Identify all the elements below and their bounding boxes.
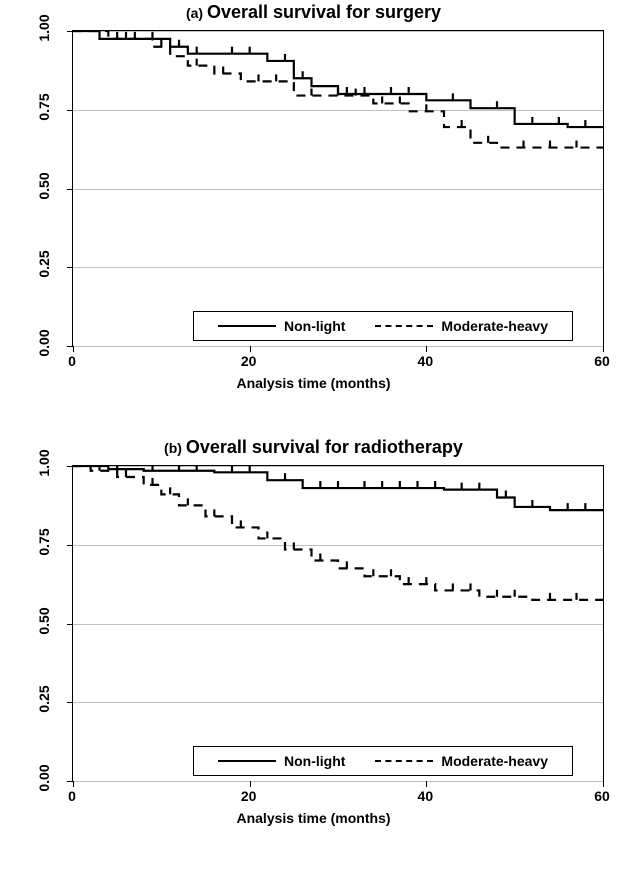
legend-swatch [218, 325, 276, 327]
panel-title-text: Overall survival for surgery [207, 2, 441, 22]
panel-title-prefix: (b) [164, 440, 186, 456]
x-tick [73, 781, 74, 787]
plot-area: Non-light Moderate-heavy [72, 465, 604, 782]
gridline [73, 781, 603, 782]
panel-title: (b) Overall survival for radiotherapy [0, 437, 627, 458]
x-tick [426, 781, 427, 787]
x-tick-label: 0 [52, 353, 92, 369]
y-tick-label: 0.25 [36, 244, 52, 284]
panel-title-text: Overall survival for radiotherapy [186, 437, 463, 457]
x-tick-label: 60 [582, 788, 622, 804]
x-tick-label: 20 [229, 353, 269, 369]
x-tick [250, 346, 251, 352]
y-tick-label: 1.00 [36, 8, 52, 48]
x-tick-label: 40 [405, 788, 445, 804]
x-tick [250, 781, 251, 787]
y-tick-label: 0.50 [36, 166, 52, 206]
y-tick-label: 0.75 [36, 87, 52, 127]
x-tick [603, 781, 604, 787]
legend-item: Non-light [218, 318, 345, 334]
panel-a: (a) Overall survival for surgery Non-ligh… [0, 0, 627, 435]
legend-swatch [218, 760, 276, 762]
x-tick-label: 20 [229, 788, 269, 804]
series-line-non-light [73, 31, 603, 127]
legend-label: Moderate-heavy [441, 753, 548, 769]
x-tick [603, 346, 604, 352]
gridline [73, 346, 603, 347]
panel-title: (a) Overall survival for surgery [0, 2, 627, 23]
legend-swatch [375, 325, 433, 327]
y-tick-label: 0.50 [36, 601, 52, 641]
legend-swatch [375, 760, 433, 762]
x-tick-label: 60 [582, 353, 622, 369]
legend-item: Moderate-heavy [375, 318, 548, 334]
x-axis-label: Analysis time (months) [0, 810, 627, 826]
plot-svg [73, 31, 603, 346]
x-tick-label: 40 [405, 353, 445, 369]
plot-area: Non-light Moderate-heavy [72, 30, 604, 347]
y-tick-label: 0.75 [36, 522, 52, 562]
panel-title-prefix: (a) [186, 5, 207, 21]
x-tick-label: 0 [52, 788, 92, 804]
y-tick-label: 0.25 [36, 679, 52, 719]
legend: Non-light Moderate-heavy [193, 311, 573, 341]
y-tick-label: 0.00 [36, 758, 52, 798]
panel-b: (b) Overall survival for radiotherapy Non… [0, 435, 627, 870]
legend-label: Non-light [284, 753, 345, 769]
y-tick-label: 0.00 [36, 323, 52, 363]
x-tick [73, 346, 74, 352]
legend-item: Moderate-heavy [375, 753, 548, 769]
legend: Non-light Moderate-heavy [193, 746, 573, 776]
y-tick-label: 1.00 [36, 443, 52, 483]
figure: (a) Overall survival for surgery Non-ligh… [0, 0, 627, 870]
x-tick [426, 346, 427, 352]
legend-label: Non-light [284, 318, 345, 334]
legend-item: Non-light [218, 753, 345, 769]
x-axis-label: Analysis time (months) [0, 375, 627, 391]
plot-svg [73, 466, 603, 781]
legend-label: Moderate-heavy [441, 318, 548, 334]
